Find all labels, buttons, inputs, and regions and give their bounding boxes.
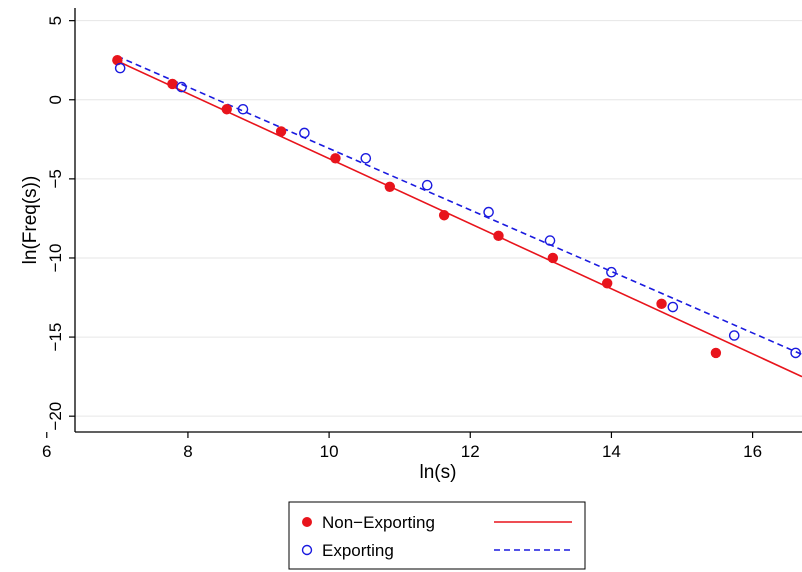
grid-lines (75, 20, 802, 417)
legend-marker-non-exporting (302, 517, 312, 527)
x-tick-label: 14 (602, 442, 621, 461)
y-tick-label: 5 (46, 16, 65, 25)
point-exporting (299, 127, 310, 139)
point-non-exporting (438, 210, 450, 221)
point-non-exporting (601, 278, 613, 289)
point-exporting (237, 103, 249, 115)
legend-marker-exporting (301, 544, 313, 556)
point-exporting (728, 330, 740, 341)
point-non-exporting (112, 55, 123, 66)
ticks (46, 20, 754, 438)
x-tick-label: 16 (743, 442, 762, 461)
legend: Non−Exporting Exporting (288, 501, 586, 570)
x-tick-label: 8 (183, 442, 192, 461)
y-tick-label: −5 (46, 169, 65, 188)
point-exporting (544, 235, 556, 246)
point-non-exporting (710, 347, 722, 359)
point-exporting (790, 347, 801, 359)
y-axis-title: ln(Freq(s)) (20, 176, 41, 265)
point-exporting (360, 152, 372, 164)
y-tick-label: −15 (46, 323, 65, 352)
point-exporting (483, 206, 494, 218)
x-tick-label: 6 (42, 442, 51, 461)
x-axis-title: ln(s) (420, 462, 457, 483)
axes (74, 8, 802, 433)
point-non-exporting (275, 126, 287, 137)
point-non-exporting (330, 153, 341, 164)
point-non-exporting (493, 230, 504, 242)
y-tick-label: −20 (46, 402, 65, 431)
point-exporting (114, 62, 126, 74)
fit-line-exporting (117, 55, 802, 356)
point-non-exporting (384, 181, 395, 192)
point-non-exporting (167, 78, 178, 90)
point-non-exporting (656, 298, 667, 310)
point-exporting (176, 81, 187, 93)
point-exporting (421, 179, 433, 191)
y-tick-label: −10 (46, 244, 65, 273)
point-exporting (667, 301, 679, 313)
legend-label-non-exporting: Non−Exporting (322, 513, 435, 532)
point-exporting (606, 266, 617, 278)
tick-labels: 5 0 −5 −10 −15 −20 6 8 10 12 14 16 (42, 16, 762, 461)
x-tick-label: 10 (320, 442, 339, 461)
point-non-exporting (547, 252, 559, 264)
y-tick-label: 0 (46, 95, 65, 104)
legend-label-exporting: Exporting (322, 541, 394, 560)
legend-box (288, 501, 586, 570)
x-tick-label: 12 (461, 442, 480, 461)
fit-line-non-exporting (117, 60, 802, 378)
data-points (112, 55, 801, 359)
fit-lines (117, 55, 802, 378)
point-non-exporting (221, 104, 232, 115)
